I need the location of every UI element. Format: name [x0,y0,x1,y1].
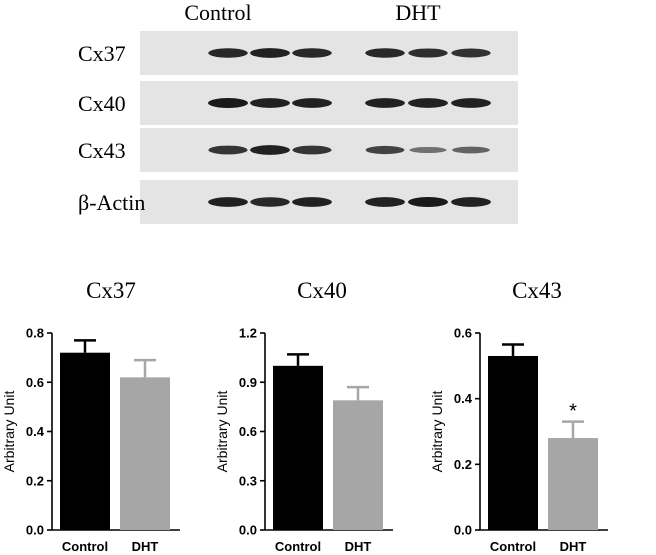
x-tick-label: Control [490,539,536,554]
blot-band [452,146,490,154]
blot-group-label: Control [184,0,251,25]
blot-band [292,98,332,108]
y-tick-label: 0.8 [26,326,44,341]
y-axis-label: Arbitrary Unit [429,391,445,473]
chart-title: Cx43 [512,278,562,303]
blot-band [451,48,491,58]
x-tick-label: DHT [345,539,372,554]
y-tick-label: 0.0 [454,523,472,538]
blot-band [208,98,248,108]
blot-band [365,98,405,108]
blot-band [292,48,332,58]
y-tick-label: 1.2 [239,326,257,341]
western-blot-panel: Control DHT Cx37 Cx40 Cx43 β-Actin [78,0,518,224]
bar-dht [333,400,383,530]
y-tick-label: 0.2 [454,457,472,472]
y-tick-label: 0.3 [239,473,257,488]
bar-chart-cx40: Cx40 Arbitrary Unit 0.0 0.3 0.6 0.9 1.2 Control… [214,278,393,554]
y-tick-label: 0.2 [26,473,44,488]
blot-band [365,48,405,58]
y-tick-label: 0.6 [239,424,257,439]
significance-marker: * [569,401,577,423]
y-tick-label: 0.4 [26,424,45,439]
blot-band [250,98,290,108]
blot-band [365,145,405,155]
blot-band [292,145,332,155]
blot-group-label: DHT [395,0,441,25]
blot-band [409,146,447,154]
blot-band [250,197,290,207]
y-axis-label: Arbitrary Unit [214,391,230,473]
bar-dht [120,377,170,530]
y-axis-label: Arbitrary Unit [1,391,17,473]
x-tick-label: Control [62,539,108,554]
blot-row-label: Cx40 [78,91,126,116]
y-tick-label: 0.0 [26,523,44,538]
y-tick-label: 0.0 [239,523,257,538]
blot-band [451,197,491,207]
bar-dht [548,438,598,530]
chart-title: Cx37 [86,278,136,303]
blot-band [250,48,290,58]
blot-band [208,197,248,207]
x-tick-label: DHT [560,539,587,554]
blot-row-label: β-Actin [78,190,145,215]
blot-band [408,197,448,207]
x-tick-label: Control [275,539,321,554]
x-tick-label: DHT [132,539,159,554]
y-tick-label: 0.6 [454,326,472,341]
blot-band [408,48,448,58]
bar-control [488,355,538,530]
y-tick-label: 0.6 [26,375,44,390]
y-tick-label: 0.9 [239,375,257,390]
blot-band [408,98,448,108]
blot-band [292,197,332,207]
y-tick-label: 0.4 [454,391,473,406]
blot-band [208,48,248,58]
bar-chart-cx43: Cx43 Arbitrary Unit 0.0 0.2 0.4 0.6 Control * DH… [429,278,608,554]
blot-row-label: Cx43 [78,138,126,163]
blot-band [208,145,248,155]
bar-control [60,352,110,530]
bar-control [273,365,323,530]
blot-band [365,197,405,207]
blot-row-label: Cx37 [78,41,126,66]
blot-band [451,98,491,108]
bar-charts: Cx37 Arbitrary Unit 0.0 0.2 0.4 0.6 0.8 Control… [1,278,608,554]
chart-title: Cx40 [297,278,347,303]
bar-chart-cx37: Cx37 Arbitrary Unit 0.0 0.2 0.4 0.6 0.8 Control… [1,278,180,554]
blot-band [250,145,290,155]
